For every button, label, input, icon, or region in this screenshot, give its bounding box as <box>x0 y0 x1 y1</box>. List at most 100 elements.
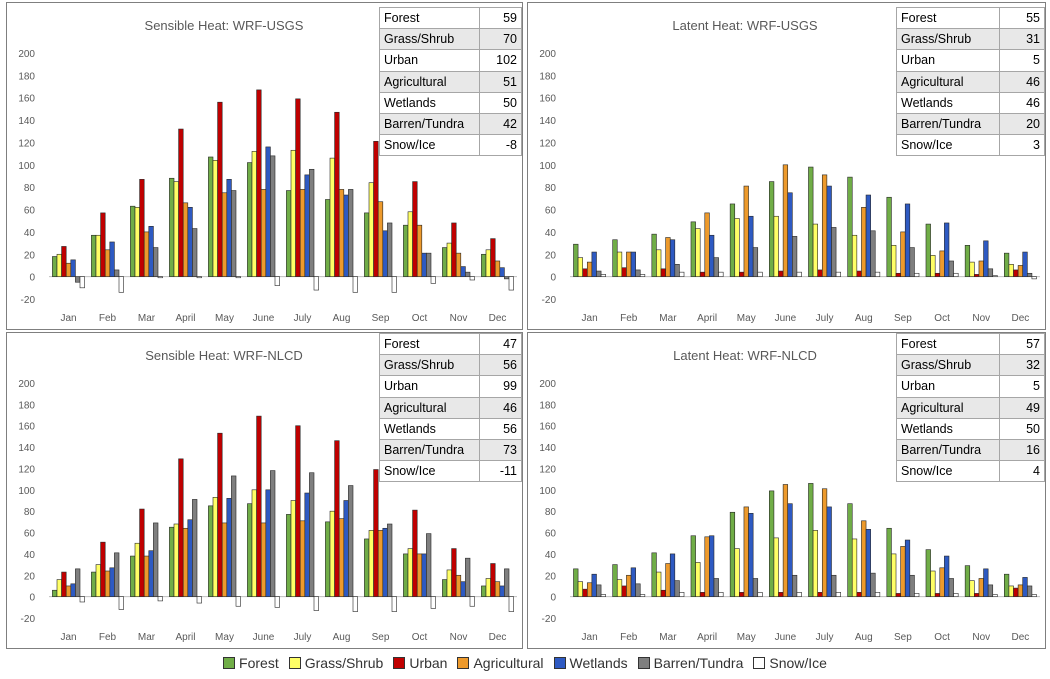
bar-forest-april <box>169 177 175 277</box>
y-tick-label: 160 <box>18 94 35 105</box>
bar-wetlands-june <box>265 146 271 277</box>
bar-agricultural-may <box>221 522 228 597</box>
bar-agricultural-sep <box>377 530 384 597</box>
bar-grass-shrub-feb <box>95 234 101 277</box>
bar-agricultural-aug <box>861 520 867 597</box>
bar-forest-sep <box>364 538 370 597</box>
bar-snow-ice-mar <box>679 271 685 277</box>
y-tick-label: 0 <box>550 593 556 604</box>
summary-name: Grass/Shrub <box>378 354 481 377</box>
bar-agricultural-oct <box>416 553 423 597</box>
y-tick-label: 40 <box>24 550 36 561</box>
bar-urban-jan <box>61 246 67 277</box>
bar-forest-may <box>729 511 736 597</box>
bar-wetlands-oct <box>944 222 950 277</box>
bar-grass-shrub-feb <box>616 251 623 277</box>
x-tick-label: April <box>175 313 195 324</box>
bar-barren-tundra-aug <box>348 189 354 277</box>
bar-agricultural-jan <box>65 585 72 597</box>
y-tick-label: 0 <box>29 273 35 284</box>
bar-wetlands-jan <box>70 259 76 277</box>
bar-wetlands-jan <box>591 573 597 597</box>
bar-grass-shrub-june <box>773 537 779 597</box>
y-tick-label: 160 <box>18 422 35 433</box>
bar-wetlands-april <box>187 519 193 597</box>
bar-agricultural-aug <box>861 207 867 277</box>
x-tick-label: Sep <box>894 632 912 643</box>
bar-grass-shrub-jan <box>577 581 583 597</box>
bar-agricultural-april <box>182 527 189 597</box>
bar-wetlands-mar <box>669 239 676 277</box>
bar-wetlands-june <box>787 503 793 597</box>
bar-wetlands-sep <box>382 230 388 277</box>
bar-agricultural-aug <box>338 189 345 277</box>
x-tick-label: June <box>253 313 275 324</box>
summary-name: Snow/Ice <box>895 134 1001 157</box>
bar-snow-ice-sep <box>391 276 397 293</box>
y-tick-label: 80 <box>545 183 557 194</box>
bar-snow-ice-july <box>313 596 319 611</box>
bar-barren-tundra-sep <box>387 222 393 277</box>
bar-grass-shrub-april <box>695 228 701 277</box>
x-tick-label: Jan <box>582 313 598 324</box>
bar-barren-tundra-sep <box>909 574 915 597</box>
bar-snow-ice-april <box>718 592 724 597</box>
bar-grass-shrub-june <box>773 215 779 277</box>
bar-grass-shrub-april <box>173 523 179 597</box>
bar-grass-shrub-oct <box>407 548 413 597</box>
bar-snow-ice-june <box>274 596 280 608</box>
x-tick-label: Nov <box>972 313 990 324</box>
bar-agricultural-oct <box>416 224 423 277</box>
bar-grass-shrub-jan <box>577 257 583 277</box>
bar-agricultural-may <box>743 185 749 277</box>
bar-snow-ice-mar <box>679 592 685 597</box>
x-tick-label: Aug <box>333 313 351 324</box>
summary-row-grass-shrub: Grass/Shrub 56 <box>378 354 522 377</box>
bar-barren-tundra-aug <box>348 485 354 597</box>
bar-agricultural-july <box>299 189 306 277</box>
bar-barren-tundra-june <box>270 155 276 277</box>
bar-forest-april <box>169 526 175 597</box>
bar-grass-shrub-aug <box>851 234 858 277</box>
bar-wetlands-july <box>304 174 310 277</box>
bar-snow-ice-dec <box>508 596 514 612</box>
x-tick-label: Jan <box>60 313 76 324</box>
summary-row-barren-tundra: Barren/Tundra 20 <box>895 112 1045 136</box>
legend-swatch-wetlands <box>553 657 566 669</box>
bar-urban-aug <box>334 111 340 277</box>
bar-agricultural-april <box>704 536 710 597</box>
bar-wetlands-may <box>226 179 232 277</box>
bar-agricultural-june <box>260 522 267 597</box>
bar-barren-tundra-aug <box>870 572 876 597</box>
bar-barren-tundra-feb <box>114 269 120 277</box>
legend-item-wetlands: Wetlands <box>553 655 628 671</box>
bar-snow-ice-feb <box>639 274 646 277</box>
bar-barren-tundra-april <box>713 257 719 277</box>
x-tick-label: June <box>253 632 275 643</box>
summary-name: Urban <box>895 375 1001 398</box>
summary-value: 49 <box>999 396 1045 419</box>
y-tick-label: 40 <box>545 228 557 239</box>
summary-name: Barren/Tundra <box>379 112 480 136</box>
bar-urban-dec <box>1013 587 1019 597</box>
bar-wetlands-nov <box>460 266 466 277</box>
bar-wetlands-may <box>748 513 754 597</box>
bar-urban-oct <box>412 509 418 597</box>
chart-panel-latent-usgs: Latent Heat: WRF-USGS -20 0 20 40 60 80 100 120 1… <box>527 2 1046 330</box>
x-tick-label: May <box>737 313 756 324</box>
bar-forest-feb <box>91 234 97 277</box>
bar-barren-tundra-july <box>309 168 315 277</box>
summary-table-latent-usgs: Forest 55 Grass/Shrub 31 Urban 5 Agricultural 4… <box>895 6 1045 157</box>
y-tick-label: 80 <box>545 507 557 518</box>
bar-grass-shrub-dec <box>1008 585 1014 597</box>
bar-urban-july <box>295 425 301 597</box>
chart-latent-nlcd: Latent Heat: WRF-NLCD -20 0 20 40 60 80 100 120 1… <box>539 348 1040 643</box>
y-tick-label: 40 <box>545 550 557 561</box>
bar-wetlands-april <box>709 535 715 597</box>
x-tick-label: Dec <box>489 632 507 643</box>
bar-barren-tundra-dec <box>504 568 510 597</box>
summary-row-forest: Forest 57 <box>895 332 1045 356</box>
bar-forest-dec <box>481 585 487 597</box>
x-tick-label: Feb <box>620 313 638 324</box>
legend-label-agricultural: Agricultural <box>473 655 544 671</box>
